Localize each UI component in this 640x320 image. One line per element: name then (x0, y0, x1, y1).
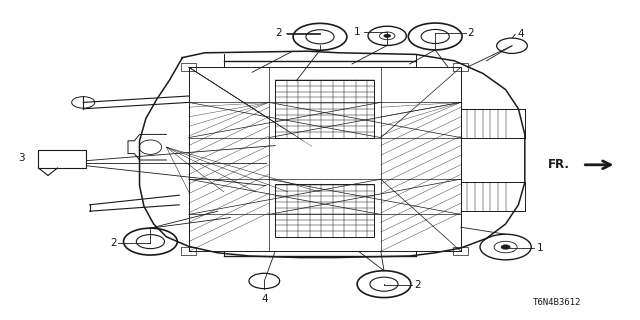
Text: FR.: FR. (548, 158, 570, 171)
Bar (181, 247, 196, 255)
Bar (275, 184, 374, 237)
Bar (275, 80, 374, 138)
Text: 3: 3 (18, 153, 24, 164)
Bar (453, 63, 468, 71)
Text: 4: 4 (261, 294, 268, 304)
Text: 1: 1 (536, 243, 543, 253)
Text: 2: 2 (467, 28, 474, 38)
Text: 2: 2 (276, 28, 282, 38)
Text: 2: 2 (110, 238, 116, 248)
Text: 2: 2 (415, 280, 421, 291)
Text: T6N4B3612: T6N4B3612 (532, 298, 581, 307)
Bar (453, 247, 468, 255)
Bar (38, 150, 86, 168)
Polygon shape (38, 168, 58, 175)
Bar (181, 63, 196, 71)
Circle shape (501, 245, 510, 249)
Text: 1: 1 (354, 27, 360, 37)
Text: 4: 4 (517, 28, 524, 39)
Circle shape (384, 34, 390, 37)
